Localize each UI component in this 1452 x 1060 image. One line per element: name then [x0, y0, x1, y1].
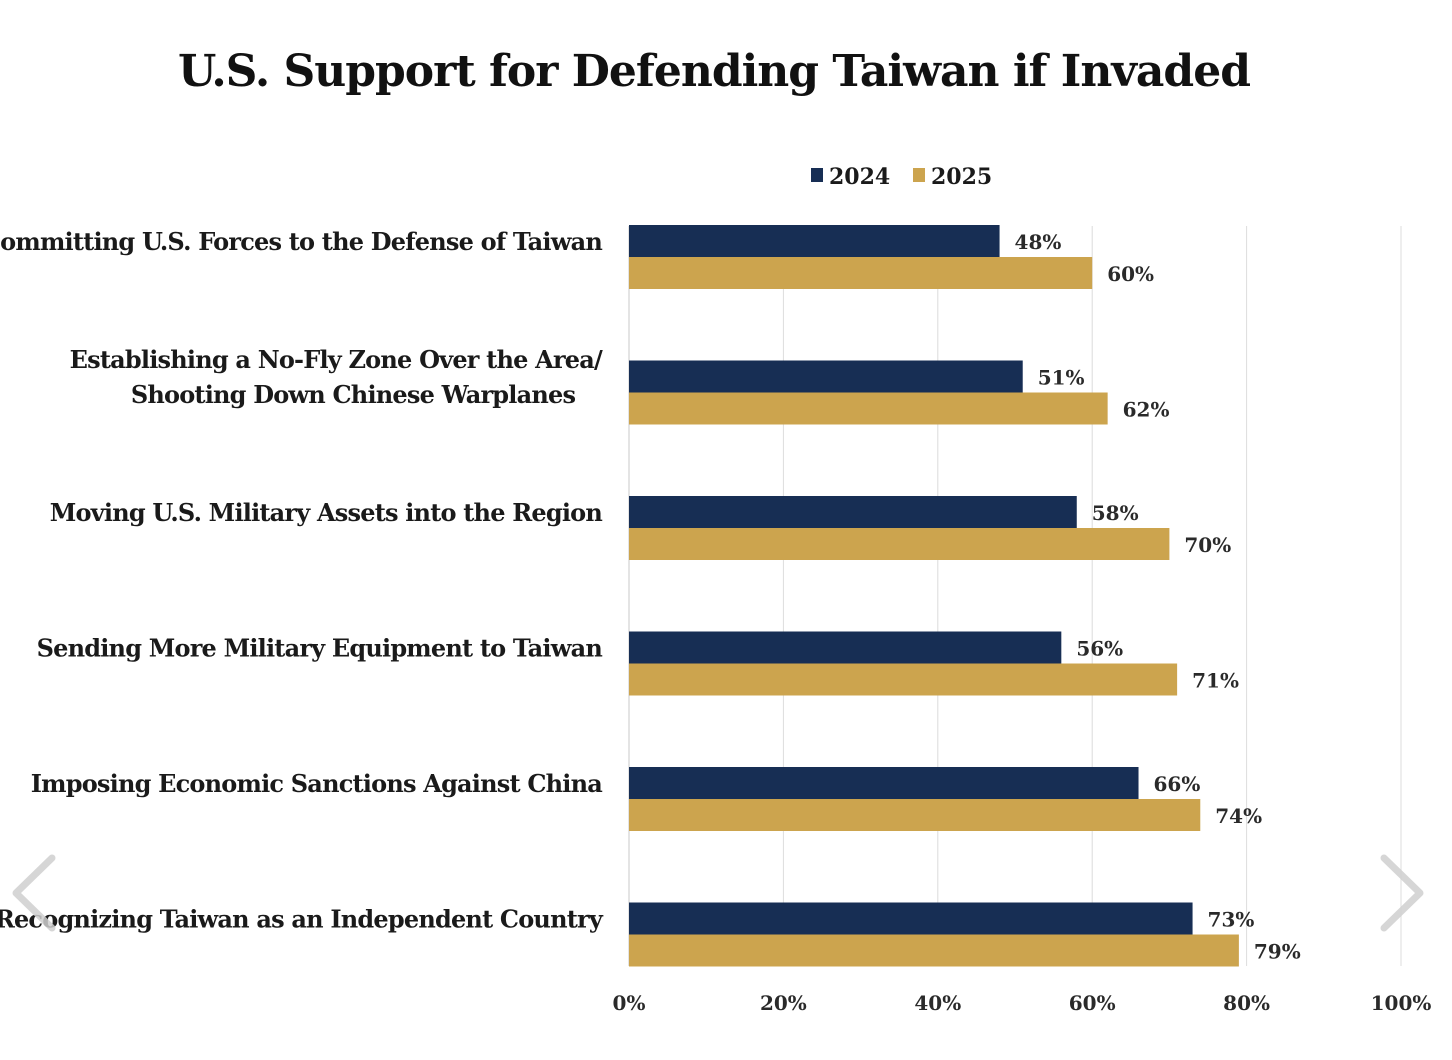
x-tick-label: 80% [1223, 991, 1270, 1015]
category-label: Recognizing Taiwan as an Independent Cou… [0, 905, 604, 934]
legend-label-2025: 2025 [931, 164, 992, 190]
data-label-2024: 66% [1154, 772, 1201, 796]
x-tick-label: 100% [1371, 991, 1432, 1015]
legend-label-2024: 2024 [829, 164, 890, 190]
x-tick-label: 60% [1069, 991, 1116, 1015]
data-label-2025: 62% [1123, 398, 1170, 422]
previous-slide-button[interactable] [4, 848, 64, 938]
category-label: Sending More Military Equipment to Taiwa… [37, 634, 603, 663]
bar-2025-3 [629, 663, 1178, 696]
x-tick-label: 40% [914, 991, 961, 1015]
bar-2024-1 [629, 360, 1023, 393]
bar-2024-4 [629, 767, 1139, 799]
category-label: Imposing Economic Sanctions Against Chin… [31, 769, 603, 798]
bar-2024-0 [629, 225, 1000, 257]
bar-2024-2 [629, 496, 1077, 528]
data-label-2024: 51% [1038, 366, 1085, 390]
bar-2025-1 [629, 392, 1108, 425]
category-label: Shooting Down Chinese Warplanes [131, 380, 576, 409]
bar-2025-0 [629, 257, 1093, 289]
chart-title: U.S. Support for Defending Taiwan if Inv… [178, 46, 1250, 97]
category-label: Establishing a No-Fly Zone Over the Area… [70, 345, 603, 374]
data-label-2024: 56% [1076, 637, 1123, 661]
data-label-2024: 48% [1015, 230, 1062, 254]
x-tick-label: 0% [613, 991, 646, 1015]
bar-2025-5 [629, 934, 1239, 967]
data-label-2025: 60% [1107, 262, 1154, 286]
next-slide-button[interactable] [1372, 848, 1432, 938]
chevron-left-icon [12, 854, 56, 932]
bar-2024-5 [629, 902, 1193, 935]
legend-swatch-2025 [913, 168, 925, 182]
data-label-2024: 58% [1092, 501, 1139, 525]
category-label: Committing U.S. Forces to the Defense of… [0, 227, 602, 256]
x-tick-label: 20% [760, 991, 807, 1015]
data-label-2025: 74% [1215, 804, 1262, 828]
data-label-2025: 71% [1192, 669, 1239, 693]
legend-swatch-2024 [811, 168, 823, 182]
data-label-2025: 79% [1254, 940, 1301, 964]
bar-2025-4 [629, 799, 1201, 831]
category-label: Moving U.S. Military Assets into the Reg… [50, 498, 603, 527]
chevron-right-icon [1380, 854, 1424, 932]
bar-2024-3 [629, 631, 1062, 664]
data-label-2025: 70% [1184, 533, 1231, 557]
data-label-2024: 73% [1208, 908, 1255, 932]
bar-2025-2 [629, 528, 1170, 560]
